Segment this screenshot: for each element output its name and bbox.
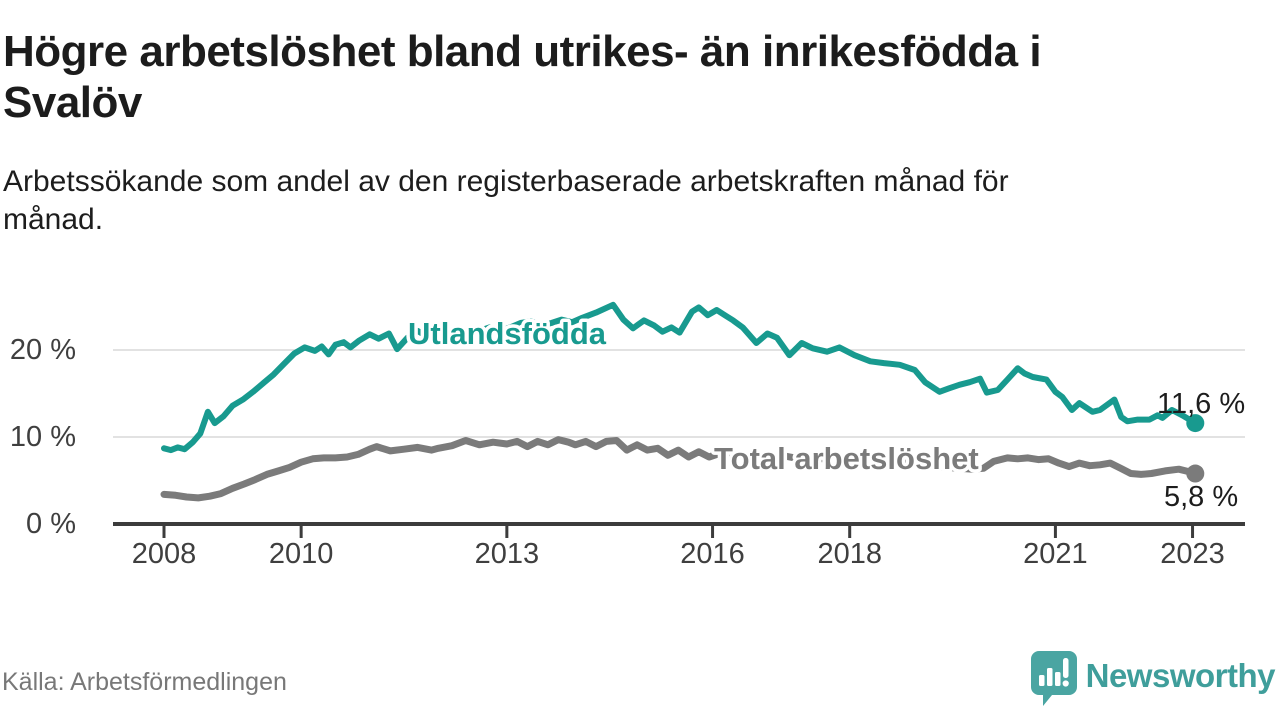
x-axis-label-2010: 2010	[269, 538, 334, 570]
series-line-utlandsfodda	[161, 301, 1199, 454]
series-label-utlandsfodda: Utlandsfödda	[408, 316, 607, 351]
y-axis-label-20: 20 %	[10, 334, 76, 366]
series-end-dot-total	[1186, 464, 1205, 483]
y-axis-label-0: 0 %	[26, 508, 76, 540]
exclamation-dot	[1062, 680, 1069, 687]
source-note: Källa: Arbetsförmedlingen	[2, 668, 287, 696]
x-axis-label-2013: 2013	[475, 538, 540, 570]
subtitle-line-2: månad.	[3, 203, 104, 236]
exclamation-stem	[1062, 658, 1069, 678]
brand-name: Newsworthy	[1085, 657, 1276, 694]
bar-1	[1038, 675, 1045, 686]
brand-logo: Newsworthy	[1029, 646, 1276, 706]
subtitle-line-1: Arbetssökande som andel av den registerb…	[3, 165, 1009, 198]
end-value-label-utlandsfodda: 11,6 %	[1157, 388, 1245, 420]
x-axis-label-2023: 2023	[1160, 538, 1225, 570]
page-title: Högre arbetslöshet bland utrikes- än inr…	[3, 26, 1243, 128]
chart-subtitle: Arbetssökande som andel av den registerb…	[3, 163, 1223, 239]
title-line-2: Svalöv	[3, 78, 142, 127]
title-line-1: Högre arbetslöshet bland utrikes- än inr…	[3, 27, 1042, 76]
series-label-total: Total arbetslöshet	[714, 441, 979, 476]
x-axis-label-2018: 2018	[817, 538, 882, 570]
x-axis-label-2016: 2016	[680, 538, 745, 570]
end-value-label-total: 5,8 %	[1164, 481, 1238, 513]
speech-bubble-shape	[1030, 651, 1077, 706]
series-end-dot-utlandsfodda	[1186, 414, 1205, 433]
bar-2	[1046, 668, 1053, 686]
newsworthy-icon	[1030, 651, 1077, 706]
x-axis-label-2008: 2008	[132, 538, 197, 570]
series-line-total	[160, 436, 1199, 502]
y-axis-label-10: 10 %	[10, 421, 76, 453]
x-axis-label-2021: 2021	[1023, 538, 1088, 570]
bar-3	[1054, 672, 1061, 686]
